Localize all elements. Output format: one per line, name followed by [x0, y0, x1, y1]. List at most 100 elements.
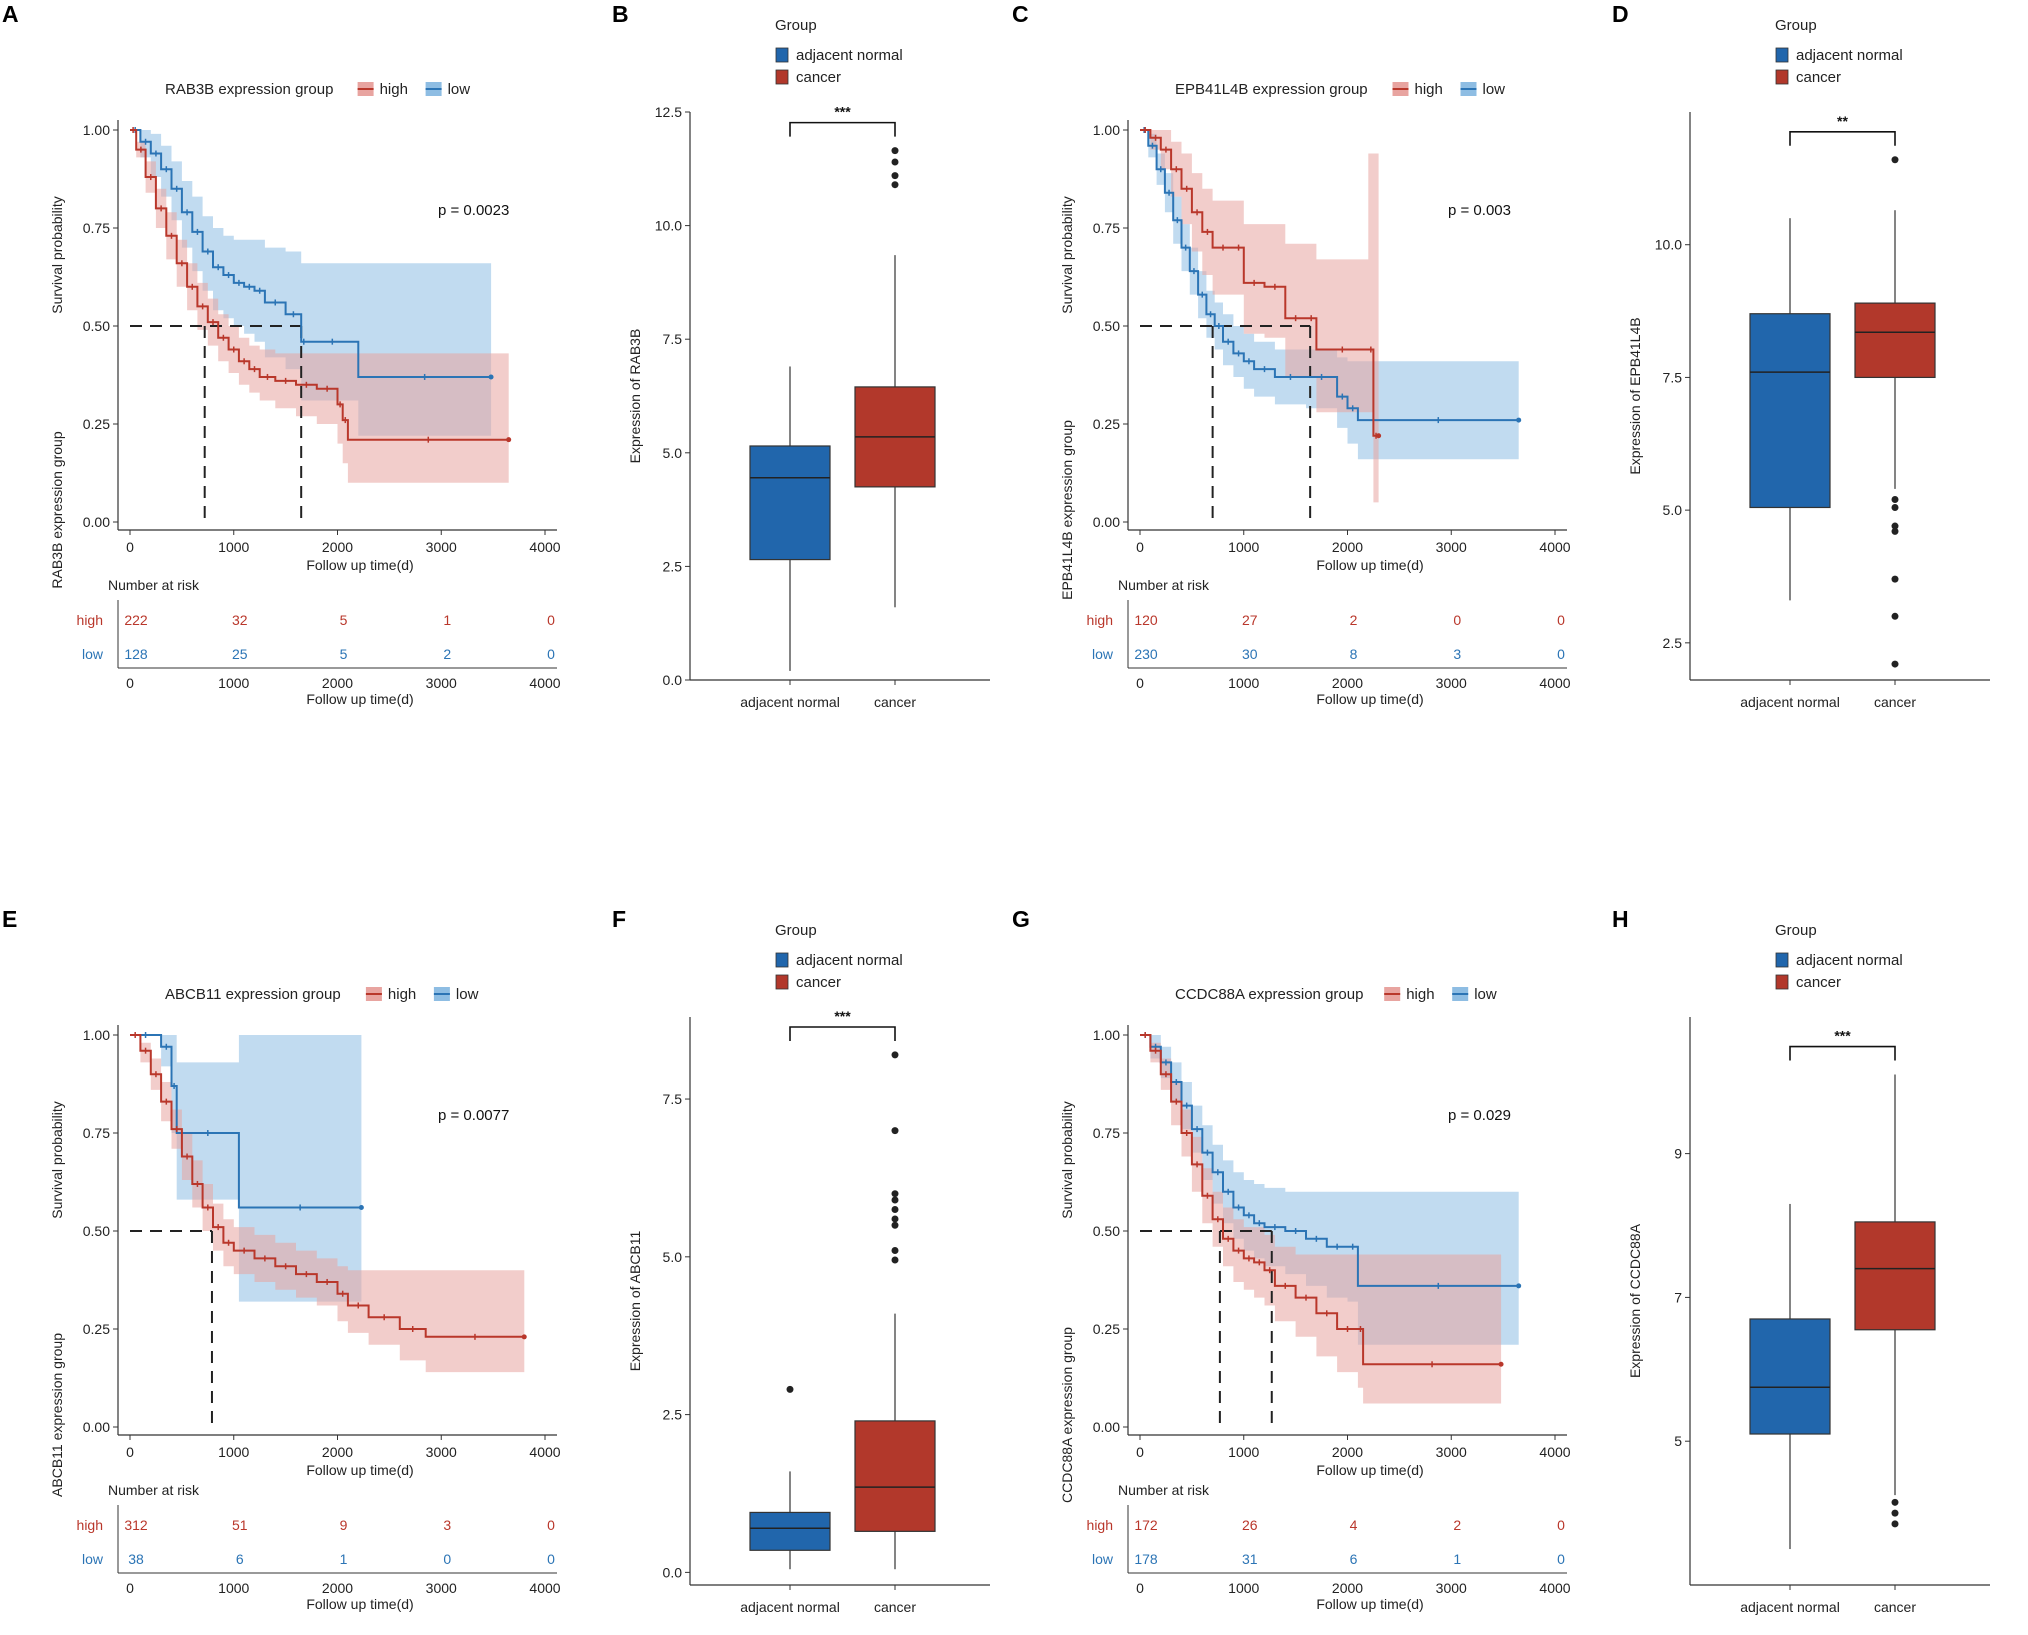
y-axis-title: Expression of CCDC88A: [1627, 1223, 1643, 1378]
risk-count-high: 2: [1453, 1517, 1461, 1533]
risk-count-high: 0: [1557, 1517, 1565, 1533]
legend: Group adjacent normal cancer: [775, 922, 903, 991]
y-tick-label: 1.00: [1093, 122, 1120, 138]
outlier-point: [1891, 1498, 1899, 1506]
x-axis-title: Follow up time(d): [1316, 1462, 1423, 1478]
risk-count-high: 5: [340, 612, 348, 628]
risk-count-low: 5: [340, 646, 348, 662]
risk-x-axis-title: Follow up time(d): [306, 1596, 413, 1612]
y-tick-label: 0.00: [83, 514, 110, 530]
outlier-point: [1891, 156, 1899, 164]
x-tick-label: adjacent normal: [740, 1599, 840, 1615]
legend-label-high: high: [1415, 81, 1443, 98]
risk-x-tick-label: 0: [126, 675, 134, 691]
y-tick-label: 5.0: [1663, 502, 1683, 518]
ci-band-high: [130, 1035, 525, 1373]
risk-x-axis-title: Follow up time(d): [306, 691, 413, 707]
legend-title: CCDC88A expression group: [1175, 986, 1363, 1003]
x-tick-label: 1000: [218, 539, 249, 555]
panel-label: H: [1612, 906, 1629, 932]
risk-table-title: Number at risk: [1118, 1482, 1210, 1498]
x-tick-label: 4000: [529, 539, 560, 555]
x-tick-label: 4000: [1539, 539, 1570, 555]
significance-label: ***: [834, 104, 851, 120]
y-tick-label: 0.25: [1093, 1321, 1120, 1337]
legend-label-low: low: [1483, 81, 1506, 98]
y-tick-label: 0.25: [83, 1321, 110, 1337]
risk-count-low: 0: [443, 1551, 451, 1567]
y-tick-label: 0.50: [83, 1223, 110, 1239]
legend: Group adjacent normal cancer: [1775, 17, 1903, 86]
risk-row-label-high: high: [77, 612, 103, 628]
outlier-point: [1891, 503, 1899, 511]
y-tick-label: 5.0: [663, 445, 683, 461]
risk-count-low: 6: [1350, 1551, 1358, 1567]
p-value: p = 0.0023: [438, 202, 509, 219]
x-tick-label: 0: [126, 539, 134, 555]
y-tick-label: 0.75: [1093, 1125, 1120, 1141]
risk-count-high: 1: [443, 612, 451, 628]
x-tick-label: 1000: [1228, 539, 1259, 555]
legend: Group adjacent normal cancer: [1775, 922, 1903, 991]
y-axis-title: Survival probability: [1059, 1101, 1075, 1219]
legend-title: ABCB11 expression group: [165, 986, 341, 1003]
risk-count-high: 2: [1350, 612, 1358, 628]
y-tick-label: 5.0: [663, 1249, 683, 1265]
y-tick-label: 0.50: [83, 318, 110, 334]
y-axis-title: Expression of ABCB11: [627, 1230, 643, 1371]
x-tick-label: 3000: [1436, 539, 1467, 555]
censor-end-low: [1516, 1283, 1522, 1289]
risk-count-low: 8: [1350, 646, 1358, 662]
risk-count-high: 32: [232, 612, 248, 628]
y-tick-label: 2.5: [663, 558, 683, 574]
risk-x-tick-label: 3000: [1436, 675, 1467, 691]
y-tick-label: 10.0: [655, 218, 682, 234]
outlier-point: [1891, 612, 1899, 620]
y-tick-label: 0.75: [83, 220, 110, 236]
risk-count-low: 230: [1134, 646, 1158, 662]
p-value: p = 0.003: [1448, 202, 1511, 219]
legend-swatch-0: [1775, 952, 1789, 968]
panel-label: F: [612, 906, 626, 932]
y-tick-label: 7.5: [663, 331, 683, 347]
risk-x-axis-title: Follow up time(d): [1316, 1596, 1423, 1612]
risk-row-label-low: low: [82, 1551, 104, 1567]
risk-x-tick-label: 4000: [529, 675, 560, 691]
legend-label-high: high: [380, 81, 408, 98]
risk-table-y-title: RAB3B expression group: [49, 431, 65, 588]
x-tick-label: 1000: [1228, 1444, 1259, 1460]
outlier-point: [1891, 1520, 1899, 1528]
risk-x-tick-label: 1000: [1228, 675, 1259, 691]
box-1: [854, 1051, 936, 1570]
x-tick-label: 3000: [426, 1444, 457, 1460]
box-0: [1749, 218, 1831, 601]
box-body: [854, 1420, 936, 1532]
box-body: [1749, 1318, 1831, 1435]
panel-label: C: [1012, 1, 1029, 27]
risk-row-label-high: high: [1087, 1517, 1113, 1533]
risk-count-low: 25: [232, 646, 248, 662]
legend-title: Group: [1775, 922, 1817, 939]
box-body: [749, 445, 831, 561]
legend-swatch-1: [1775, 974, 1789, 990]
x-tick-label: 4000: [1539, 1444, 1570, 1460]
box-1: [854, 147, 936, 608]
x-tick-label: 3000: [426, 539, 457, 555]
risk-x-tick-label: 4000: [529, 1580, 560, 1596]
box-body: [749, 1511, 831, 1551]
y-tick-label: 1.00: [83, 1027, 110, 1043]
legend-label-high: high: [388, 986, 416, 1003]
risk-count-high: 312: [124, 1517, 148, 1533]
y-tick-label: 0.00: [83, 1419, 110, 1435]
risk-x-tick-label: 0: [126, 1580, 134, 1596]
risk-count-low: 0: [1557, 646, 1565, 662]
chart-svg: E ABCB11 expression group high low 0.00 0.25 0…: [2, 906, 561, 1612]
outlier-point: [891, 158, 899, 166]
risk-count-low: 1: [1453, 1551, 1461, 1567]
legend-label-low: low: [1474, 986, 1497, 1003]
legend-label-0: adjacent normal: [796, 952, 903, 969]
risk-count-high: 120: [1134, 612, 1158, 628]
x-tick-label: adjacent normal: [1740, 694, 1840, 710]
legend-title: RAB3B expression group: [165, 81, 333, 98]
box-0: [749, 366, 831, 671]
